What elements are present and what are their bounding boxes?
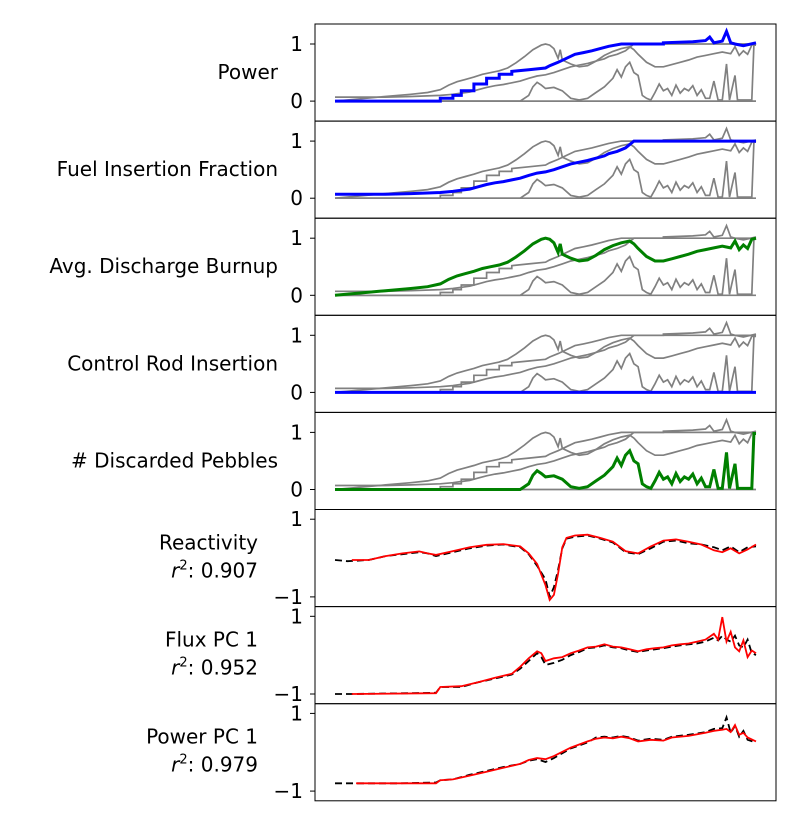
y-tick-label: 0 — [290, 89, 303, 113]
y-tick-label: 0 — [290, 186, 303, 210]
r2-exponent: 2 — [179, 656, 187, 671]
panel-label: Reactivity — [159, 531, 258, 555]
panel-label: Power PC 1 — [146, 725, 258, 749]
y-tick-label: 0 — [290, 380, 303, 404]
r2-value: 0.952 — [201, 656, 258, 680]
y-tick-label: 1 — [290, 32, 303, 56]
panel-7: −1 1 Power PC 1 r2: 0.979 — [146, 701, 777, 803]
actual-line — [335, 714, 757, 785]
r2-label: r2: 0.952 — [171, 656, 258, 680]
context-line-discharge_burnup — [334, 43, 757, 102]
plot-area — [334, 126, 757, 200]
r2-symbol: r — [171, 753, 181, 777]
r2-label: r2: 0.979 — [171, 753, 258, 777]
r2-colon: : — [188, 656, 201, 680]
y-tick-label: 0 — [290, 283, 303, 307]
context-line-fuel_insertion — [335, 334, 756, 390]
r2-exponent: 2 — [179, 559, 187, 574]
plot-area — [334, 223, 757, 297]
panel-6: −1 1 Flux PC 1 r2: 0.952 — [165, 604, 777, 706]
context-line-power — [335, 320, 757, 394]
context-line-power — [335, 223, 757, 297]
r2-colon: : — [188, 559, 201, 583]
plot-area — [334, 320, 757, 394]
r2-symbol: r — [171, 656, 181, 680]
context-line-power — [335, 417, 757, 491]
context-line-discharge_burnup — [334, 334, 757, 394]
panel-label: Avg. Discharge Burnup — [49, 254, 278, 278]
highlight-line-power — [335, 27, 757, 103]
y-tick-label: 1 — [290, 323, 303, 347]
panel-4: 0 1 # Discarded Pebbles — [71, 411, 777, 510]
panel-label: # Discarded Pebbles — [71, 448, 278, 472]
predicted-line — [351, 533, 757, 602]
panel-frame — [314, 703, 777, 802]
r2-colon: : — [188, 753, 201, 777]
plot-area — [334, 27, 757, 103]
plot-area — [334, 417, 757, 491]
y-tick-label: 1 — [290, 507, 303, 531]
panel-frame — [314, 606, 777, 705]
context-line-fuel_insertion — [335, 431, 756, 487]
predicted-line — [356, 723, 757, 785]
panel-frame — [314, 509, 777, 608]
y-tick-label: −1 — [274, 682, 303, 706]
predicted-line — [351, 616, 757, 695]
panel-label: Fuel Insertion Fraction — [57, 157, 278, 181]
y-tick-label: 1 — [290, 226, 303, 250]
r2-value: 0.907 — [201, 559, 258, 583]
plot-area — [335, 616, 757, 695]
r2-exponent: 2 — [179, 753, 187, 768]
y-tick-label: 0 — [290, 478, 303, 502]
y-tick-label: −1 — [274, 585, 303, 609]
plot-area — [334, 533, 757, 602]
y-tick-label: 1 — [290, 701, 303, 725]
actual-line — [335, 633, 757, 695]
panel-2: 0 1 Avg. Discharge Burnup — [49, 217, 777, 316]
panel-3: 0 1 Control Rod Insertion — [67, 314, 777, 413]
context-line-fuel_insertion — [335, 43, 756, 98]
context-line-power — [335, 126, 757, 200]
context-line-discharge_burnup — [334, 140, 757, 200]
context-line-discharge_burnup — [334, 431, 757, 491]
panel-label: Flux PC 1 — [165, 628, 258, 652]
panel-label: Control Rod Insertion — [67, 351, 278, 375]
context-line-discarded_pebbles — [335, 238, 756, 297]
context-line-fuel_insertion — [335, 237, 756, 293]
panel-1: 0 1 Fuel Insertion Fraction — [57, 120, 777, 219]
r2-label: r2: 0.907 — [171, 559, 258, 583]
context-line-discarded_pebbles — [335, 44, 756, 102]
highlight-line-discarded_pebbles — [335, 432, 756, 491]
highlight-line-fuel_insertion — [335, 139, 756, 196]
plot-area — [335, 714, 757, 785]
highlight-line-discharge_burnup — [334, 236, 757, 297]
panel-0: 0 1 Power — [218, 23, 777, 122]
panel-5: −1 1 Reactivity r2: 0.907 — [159, 507, 777, 609]
y-tick-label: 1 — [290, 129, 303, 153]
panel-label: Power — [218, 60, 279, 84]
context-line-discarded_pebbles — [335, 335, 756, 394]
r2-value: 0.979 — [201, 753, 258, 777]
y-tick-label: 1 — [290, 604, 303, 628]
y-tick-label: 1 — [290, 420, 303, 444]
y-tick-label: −1 — [274, 779, 303, 803]
r2-symbol: r — [171, 559, 181, 583]
context-line-discarded_pebbles — [335, 141, 756, 200]
